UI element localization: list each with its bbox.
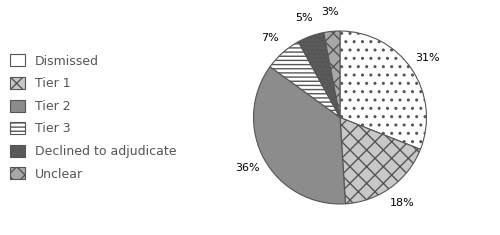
Text: 18%: 18% [390, 198, 414, 208]
Wedge shape [340, 31, 426, 149]
Wedge shape [324, 31, 340, 118]
Wedge shape [270, 42, 340, 118]
Text: 3%: 3% [322, 8, 339, 17]
Wedge shape [340, 118, 420, 204]
Text: 36%: 36% [235, 163, 260, 173]
Text: 31%: 31% [415, 53, 440, 63]
Legend: Dismissed, Tier 1, Tier 2, Tier 3, Declined to adjudicate, Unclear: Dismissed, Tier 1, Tier 2, Tier 3, Decli… [6, 51, 180, 184]
Text: 5%: 5% [296, 13, 313, 23]
Text: 7%: 7% [262, 33, 279, 43]
Wedge shape [298, 33, 340, 118]
Wedge shape [254, 67, 346, 204]
